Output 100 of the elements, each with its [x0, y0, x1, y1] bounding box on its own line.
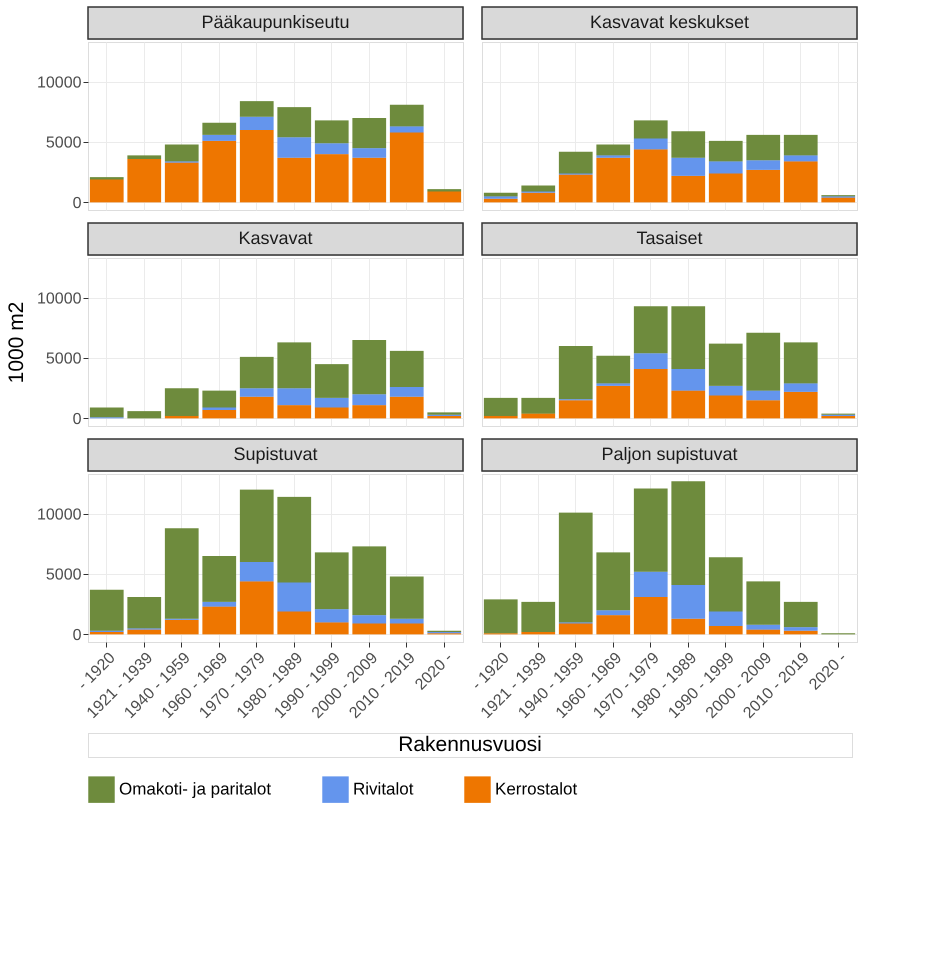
bar — [240, 130, 274, 202]
bar — [314, 622, 349, 634]
bar — [708, 140, 743, 162]
bar — [634, 138, 668, 150]
bar — [127, 630, 162, 634]
chart-title: Kasvavat — [238, 228, 313, 248]
bar — [427, 192, 462, 202]
y-axis-title: 1000 m2 — [5, 302, 28, 384]
y-tick-label: 10000 — [37, 290, 82, 308]
bar — [484, 196, 518, 199]
legend-label: Rivitalot — [353, 780, 414, 799]
bar — [746, 581, 780, 625]
bar — [352, 158, 386, 202]
bar — [821, 416, 856, 418]
bar — [352, 546, 386, 616]
bar — [202, 140, 236, 202]
bar — [390, 618, 424, 624]
bar — [484, 198, 518, 202]
bar — [164, 144, 199, 162]
y-tick-label: 10000 — [37, 506, 82, 524]
bar — [484, 599, 518, 634]
bar — [90, 408, 124, 418]
bar — [390, 104, 424, 126]
bar — [202, 122, 236, 135]
bar — [427, 416, 462, 418]
bar — [521, 632, 556, 634]
bar — [240, 116, 274, 130]
bar — [784, 630, 818, 634]
bar — [521, 414, 556, 418]
bar — [521, 186, 556, 192]
bar — [240, 356, 274, 388]
bar — [390, 576, 424, 619]
bar — [671, 618, 706, 634]
bar — [277, 405, 312, 418]
legend-label: Kerrostalot — [495, 780, 578, 799]
bar — [352, 118, 386, 148]
bar — [596, 615, 630, 634]
bar — [277, 496, 312, 583]
bar — [708, 395, 743, 418]
bar — [708, 344, 743, 386]
y-tick-label: 0 — [72, 194, 82, 212]
bar — [596, 158, 630, 202]
bar — [558, 152, 593, 174]
y-tick-label: 10000 — [37, 74, 82, 92]
bar — [390, 396, 424, 418]
bar — [164, 388, 199, 416]
chart-title: Pääkaupunkiseutu — [201, 12, 350, 32]
bar — [671, 368, 706, 391]
bar — [277, 611, 312, 634]
bar — [596, 383, 630, 386]
bar — [164, 162, 199, 202]
y-tick-label: 0 — [72, 626, 82, 644]
bar — [390, 126, 424, 132]
bar — [708, 173, 743, 202]
bar — [427, 412, 462, 415]
bar — [90, 632, 124, 634]
bar — [634, 368, 668, 418]
bar — [671, 158, 706, 176]
bar — [596, 155, 630, 158]
bar — [127, 158, 162, 202]
bar — [784, 161, 818, 202]
bar — [314, 609, 349, 622]
bar — [352, 394, 386, 406]
y-tick-label: 0 — [72, 410, 82, 428]
bar — [746, 332, 780, 391]
bar — [352, 148, 386, 158]
bar — [427, 189, 462, 192]
bar — [746, 170, 780, 202]
bar — [596, 144, 630, 156]
bar — [596, 386, 630, 418]
bar — [784, 155, 818, 162]
bar — [484, 398, 518, 416]
bar — [634, 488, 668, 572]
bar — [202, 410, 236, 418]
bar — [240, 562, 274, 582]
bar — [390, 624, 424, 634]
bar — [708, 557, 743, 612]
bar — [596, 610, 630, 616]
bar — [634, 149, 668, 202]
bar — [746, 160, 780, 170]
bar — [634, 306, 668, 354]
bar — [90, 590, 124, 631]
bar — [240, 490, 274, 562]
bar — [746, 390, 780, 400]
bar — [277, 107, 312, 138]
bar — [784, 134, 818, 156]
chart-title: Paljon supistuvat — [601, 444, 738, 464]
bar — [127, 411, 162, 418]
bar — [784, 392, 818, 418]
bar — [164, 620, 199, 634]
bar — [164, 416, 199, 418]
chart-title: Kasvavat keskukset — [590, 12, 750, 32]
bar — [784, 602, 818, 628]
bar — [558, 174, 593, 202]
bar — [277, 342, 312, 388]
bar — [314, 398, 349, 408]
bar — [746, 630, 780, 634]
bar — [558, 400, 593, 418]
y-tick-label: 5000 — [46, 350, 82, 368]
bar — [314, 364, 349, 398]
